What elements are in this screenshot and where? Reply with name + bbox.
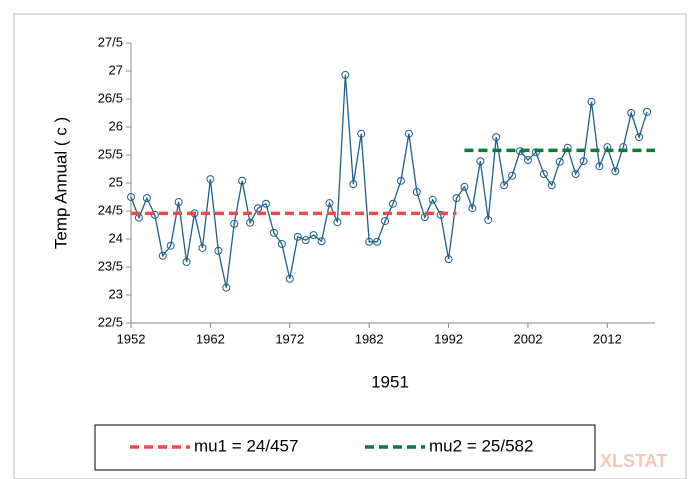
data-point xyxy=(317,237,326,246)
y-tick-label: 27 xyxy=(109,62,123,77)
y-tick-label: 26 xyxy=(109,118,123,133)
data-point xyxy=(587,97,596,106)
data-point xyxy=(127,193,135,201)
data-point xyxy=(444,255,453,264)
x-tick-label: 1972 xyxy=(275,331,304,346)
data-point xyxy=(309,231,318,240)
data-point xyxy=(142,194,151,203)
data-point xyxy=(357,129,366,138)
x-tick-label: 2012 xyxy=(593,331,622,346)
y-tick-label: 25 xyxy=(109,174,123,189)
data-point xyxy=(492,133,501,142)
data-point xyxy=(579,157,588,166)
data-point xyxy=(261,199,270,208)
data-point xyxy=(206,175,215,184)
data-point xyxy=(269,228,278,237)
data-point xyxy=(238,176,247,185)
data-point xyxy=(389,199,397,208)
data-point xyxy=(571,170,580,179)
data-point xyxy=(198,243,207,252)
data-point xyxy=(547,181,556,190)
data-point xyxy=(166,241,175,250)
y-tick-label: 24/5 xyxy=(98,202,123,217)
data-point xyxy=(222,283,231,292)
data-point xyxy=(158,251,167,260)
x-tick-label: 1992 xyxy=(434,331,463,346)
data-point xyxy=(468,204,477,213)
data-point xyxy=(285,274,294,283)
y-tick-label: 23/5 xyxy=(98,258,123,273)
data-point xyxy=(539,170,548,179)
data-point xyxy=(365,237,374,246)
x-tick-label: 1952 xyxy=(117,331,146,346)
data-point xyxy=(484,215,493,224)
data-point xyxy=(611,167,620,176)
y-tick-label: 27/5 xyxy=(98,34,123,49)
data-point xyxy=(333,218,342,227)
y-tick-label: 25/5 xyxy=(98,146,123,161)
data-point xyxy=(460,182,469,191)
watermark: XLSTAT xyxy=(600,451,667,471)
data-point xyxy=(412,187,421,196)
x-tick-label: 1982 xyxy=(355,331,384,346)
x-tick-label: 1962 xyxy=(196,331,225,346)
data-point xyxy=(301,236,310,245)
y-axis-label: Temp Annual ( c ) xyxy=(51,117,70,249)
data-point xyxy=(182,257,191,266)
data-line xyxy=(130,74,648,288)
data-point xyxy=(230,219,239,228)
data-point xyxy=(428,195,437,204)
y-tick-label: 26/5 xyxy=(98,90,123,105)
data-point xyxy=(341,70,350,79)
data-point xyxy=(174,198,183,207)
legend-label: mu1 = 24/457 xyxy=(194,436,298,455)
x-tick-label: 2002 xyxy=(514,331,543,346)
data-point xyxy=(595,162,604,171)
y-tick-label: 22/5 xyxy=(98,314,123,329)
data-point xyxy=(523,156,532,165)
chart-frame xyxy=(13,13,687,479)
data-point xyxy=(349,180,358,189)
data-point xyxy=(293,232,302,241)
y-tick-label: 24 xyxy=(109,230,123,245)
y-tick-label: 23 xyxy=(109,286,123,301)
data-point xyxy=(452,194,461,203)
data-point xyxy=(508,171,517,180)
data-point xyxy=(246,218,255,227)
data-point xyxy=(500,181,509,190)
x-axis-label: 1951 xyxy=(371,372,409,391)
data-point xyxy=(555,157,564,166)
data-point xyxy=(373,237,382,246)
legend-label: mu2 = 25/582 xyxy=(429,436,533,455)
data-point xyxy=(396,176,405,185)
data-point xyxy=(325,199,334,208)
data-point xyxy=(635,133,644,142)
data-point xyxy=(277,240,286,249)
data-point xyxy=(627,109,636,117)
data-point xyxy=(643,107,652,116)
data-point xyxy=(214,246,223,255)
data-point xyxy=(404,129,413,138)
data-point xyxy=(381,217,390,226)
data-point xyxy=(420,213,429,222)
data-point xyxy=(476,157,485,166)
